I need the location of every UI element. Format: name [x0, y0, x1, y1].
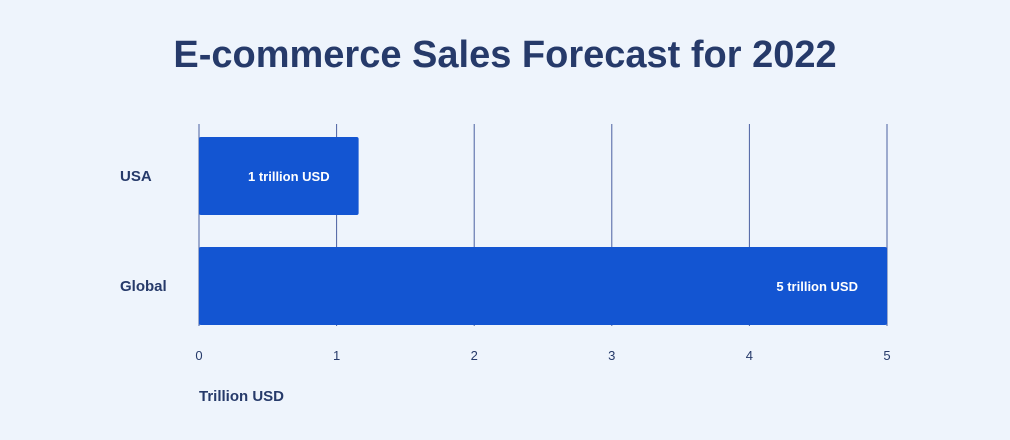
x-tick-label: 4: [746, 348, 753, 363]
category-label: USA: [120, 168, 152, 185]
x-tick-label: 0: [195, 348, 202, 363]
x-tick-label: 5: [883, 348, 890, 363]
bar: [199, 137, 359, 215]
category-label: Global: [120, 278, 167, 295]
x-tick-label: 2: [471, 348, 478, 363]
bar: [199, 247, 887, 325]
x-axis-label: Trillion USD: [199, 388, 284, 405]
x-tick-label: 3: [608, 348, 615, 363]
bar-data-label: 1 trillion USD: [248, 169, 330, 184]
chart-title: E-commerce Sales Forecast for 2022: [173, 34, 837, 76]
x-tick-label: 1: [333, 348, 340, 363]
bar-data-label: 5 trillion USD: [776, 279, 858, 294]
